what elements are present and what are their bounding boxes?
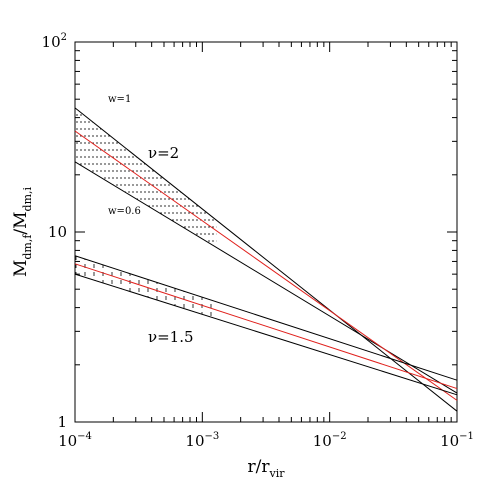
tick-exp: 2 [61,32,67,43]
x-tick-label: 10−3 [185,431,219,450]
label-part: r/r [248,457,271,477]
series-line [74,255,458,381]
tick-base: 10 [48,223,67,241]
y-tick-label: 1 [57,413,67,431]
tick-base: 10 [42,33,61,51]
series-line [74,263,458,390]
y-axis-label: Mdm,f/Mdm,i [11,186,34,277]
plot-frame [74,41,458,423]
x-axis-label: r/rvir [248,457,286,480]
subscript: dm,f [21,234,34,260]
tick-exp: −3 [205,431,220,442]
tick-base: 10 [58,432,77,450]
annotation: ν=1.5 [148,328,194,346]
tick-exp: −4 [77,431,92,442]
series-line [74,130,458,401]
x-tick-label: 10−1 [440,431,474,450]
annotation: ν=2 [148,144,179,162]
y-tick-label: 102 [42,32,67,51]
tick-base: 10 [313,432,332,450]
tick-base: 10 [185,432,204,450]
subscript: vir [268,467,285,480]
label-part: M [11,260,31,277]
series-line [74,273,458,396]
y-tick-label: 10 [48,223,67,241]
label-part: /M [11,211,31,234]
x-tick-label: 10−4 [58,431,92,450]
subscript: dm,i [21,186,34,211]
annotation: w=0.6 [108,206,141,217]
tick-exp: −2 [332,431,347,442]
series-line [74,161,458,394]
annotation: w=1 [108,94,131,105]
tick-base: 10 [440,432,459,450]
hatch-region [75,255,217,319]
hatch-region [75,107,217,248]
series-line [74,107,458,412]
tick-exp: −1 [459,431,474,442]
x-tick-label: 10−2 [313,431,347,450]
tick-base: 1 [57,413,67,431]
